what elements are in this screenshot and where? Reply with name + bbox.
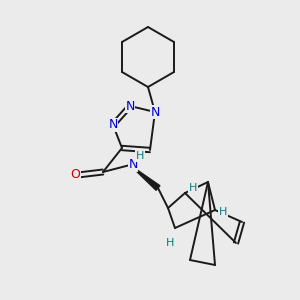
Text: H: H bbox=[189, 183, 197, 193]
Text: N: N bbox=[125, 100, 135, 112]
Polygon shape bbox=[130, 165, 160, 190]
Text: N: N bbox=[128, 158, 138, 172]
Text: H: H bbox=[136, 151, 144, 161]
Text: N: N bbox=[108, 118, 118, 131]
Text: H: H bbox=[166, 238, 174, 248]
Text: H: H bbox=[219, 207, 227, 217]
Text: N: N bbox=[150, 106, 160, 118]
Text: O: O bbox=[70, 169, 80, 182]
